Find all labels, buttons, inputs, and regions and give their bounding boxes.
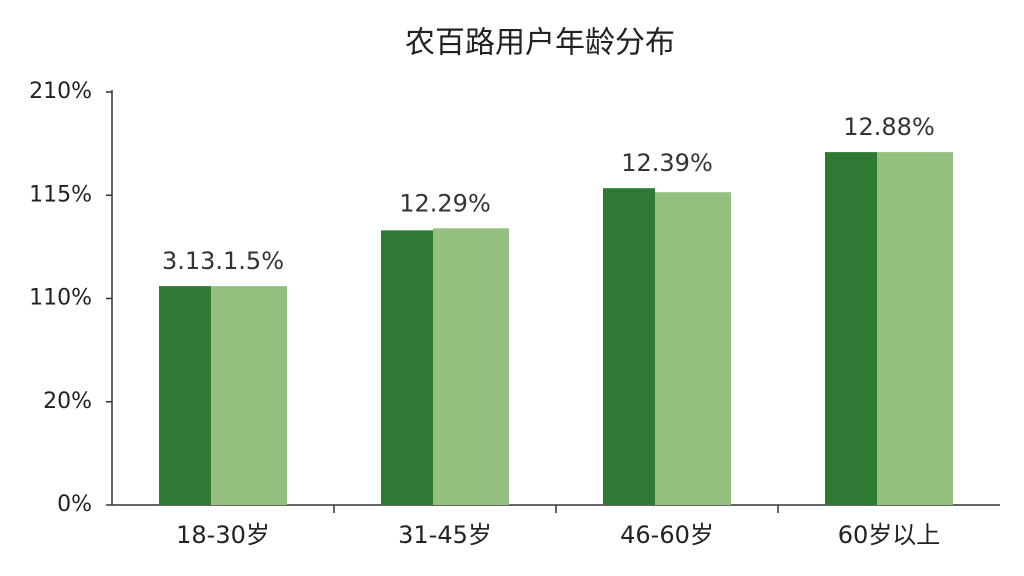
y-tick-label: 20% [43, 389, 92, 414]
bar-annotation: 12.29% [399, 189, 491, 217]
y-tick-label: 0% [57, 492, 92, 517]
bar-annotation: 12.88% [843, 113, 935, 141]
chart-title: 农百路用户年龄分布 [405, 26, 675, 61]
y-tick-label: 210% [29, 79, 92, 104]
bar [655, 192, 731, 505]
bar [381, 230, 433, 506]
bar [159, 286, 211, 505]
bar-annotation: 3.13.1.5% [162, 247, 284, 275]
bar [877, 152, 953, 506]
x-tick-label: 31-45岁 [398, 521, 492, 549]
bar [603, 188, 655, 505]
bar [825, 152, 877, 506]
y-tick-label: 115% [29, 182, 92, 207]
x-tick-label: 18-30岁 [176, 521, 270, 549]
x-tick-label: 46-60岁 [620, 521, 714, 549]
x-tick-label: 60岁以上 [838, 521, 941, 549]
bar [211, 286, 287, 505]
bar-annotation: 12.39% [621, 149, 713, 177]
bar [433, 228, 509, 506]
y-tick-label: 110% [29, 286, 92, 311]
